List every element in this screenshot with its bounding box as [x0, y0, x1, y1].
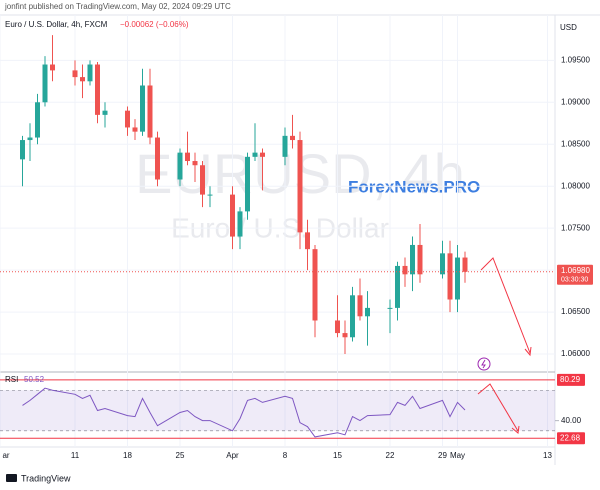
x-tick-label: ar — [2, 451, 9, 460]
candle-body — [447, 253, 453, 300]
candle-body — [185, 152, 190, 162]
y-tick-label: 1.06500 — [561, 307, 590, 316]
candle-body — [417, 244, 423, 275]
candle-body — [132, 127, 138, 132]
forecast-arrow — [480, 257, 531, 354]
event-bolt — [481, 359, 486, 369]
candle-body — [155, 137, 160, 180]
candle-body — [402, 265, 408, 275]
published: jonfint published on TradingView.com, Ma… — [4, 2, 231, 11]
candle-body — [147, 85, 153, 138]
candle-body — [365, 307, 370, 317]
candle-body — [50, 64, 55, 71]
rsi-level-box — [557, 373, 585, 386]
y-tick-label: 1.09500 — [561, 55, 590, 64]
event-icon[interactable] — [477, 357, 491, 371]
rsi-level-label: 80.29 — [560, 375, 581, 384]
candle-body — [297, 140, 303, 233]
arrow-head — [524, 346, 532, 357]
rsi-band — [0, 390, 555, 431]
candle-body — [357, 295, 363, 317]
candle-body — [140, 85, 145, 132]
x-tick-label: Apr — [226, 451, 239, 460]
candle-body — [200, 165, 205, 195]
candle-body — [237, 211, 243, 237]
candle-body — [95, 64, 100, 115]
candle-body — [42, 64, 48, 103]
candle-body — [410, 244, 415, 275]
candle-body — [282, 135, 288, 157]
y-tick-label: 1.08500 — [561, 139, 590, 148]
y-tick-label: 1.09000 — [561, 97, 590, 106]
y-tick-label: 1.08000 — [561, 181, 590, 190]
candle-body — [230, 194, 235, 237]
candle-body — [342, 333, 348, 338]
candle-body — [125, 110, 130, 128]
candle-body — [335, 320, 340, 334]
candle-body — [35, 102, 40, 138]
x-tick-label: May — [450, 451, 465, 460]
last-price-box — [557, 264, 593, 285]
x-tick-label: 25 — [176, 451, 185, 460]
candle-body — [207, 194, 213, 196]
rsi-arrow — [477, 383, 519, 432]
rsi-value: 50.52 — [24, 375, 45, 384]
rsi-level-label: 22.68 — [560, 433, 581, 442]
candle-body — [27, 137, 33, 141]
candle-body — [245, 156, 250, 212]
candle-body — [462, 257, 468, 272]
rsi-name: RSI — [5, 375, 18, 384]
candle-body — [455, 257, 460, 300]
candle-body — [72, 70, 78, 78]
footer-brand: TradingView — [21, 473, 71, 483]
y-tick-label: 1.06000 — [561, 349, 590, 358]
x-tick-label: 18 — [123, 451, 132, 460]
rsi-tick-label: 40.00 — [561, 416, 582, 425]
arrow-head — [511, 425, 520, 434]
candle-body — [290, 135, 295, 141]
candle-body — [192, 161, 198, 166]
x-tick-label: 29 — [438, 451, 447, 460]
rsi-level-box — [557, 432, 585, 445]
footer — [0, 465, 600, 490]
x-tick-label: 15 — [333, 451, 342, 460]
candle-body — [312, 249, 318, 321]
candle-body — [177, 152, 183, 180]
currency: USD — [560, 23, 577, 32]
logo — [6, 474, 17, 482]
candle-body — [260, 152, 265, 157]
candle-body — [252, 152, 258, 157]
candle-body — [20, 140, 25, 160]
candle-body — [305, 232, 310, 250]
candle-body — [387, 307, 393, 309]
candle-body — [80, 77, 85, 82]
candle-body — [102, 110, 108, 115]
countdown: 03:30:30 — [561, 277, 588, 284]
candle-body — [395, 265, 400, 308]
candle-body — [350, 295, 355, 338]
candle-body — [440, 253, 445, 275]
x-tick-label: 22 — [386, 451, 395, 460]
x-tick-label: 8 — [283, 451, 288, 460]
rsi-line — [22, 387, 466, 438]
candle-body — [87, 64, 93, 82]
last-price-label: 1.06980 — [561, 266, 590, 275]
y-tick-label: 1.07500 — [561, 223, 590, 232]
change: −0.00062 (−0.06%) — [120, 20, 189, 29]
symbol: Euro / U.S. Dollar, 4h, FXCM — [5, 20, 108, 29]
x-tick-label: 13 — [543, 451, 552, 460]
x-tick-label: 11 — [71, 451, 80, 460]
brand: ForexNews.PRO — [348, 177, 480, 196]
